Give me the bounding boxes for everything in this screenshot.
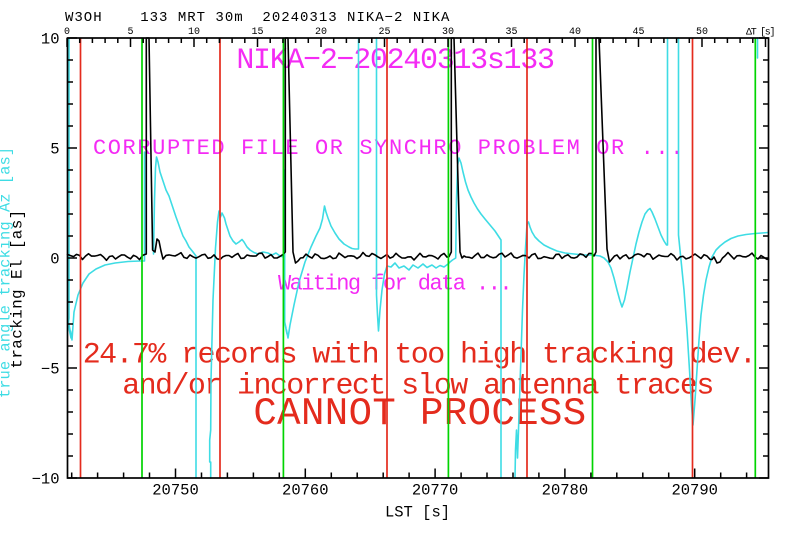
svg-text:20760: 20760 bbox=[282, 482, 329, 500]
svg-text:CORRUPTED FILE OR SYNCHRO PROB: CORRUPTED FILE OR SYNCHRO PROBLEM OR ... bbox=[93, 136, 685, 161]
svg-text:ΔT [s]: ΔT [s] bbox=[746, 27, 774, 39]
svg-text:20750: 20750 bbox=[152, 482, 199, 500]
svg-text:30: 30 bbox=[442, 27, 454, 38]
svg-text:0: 0 bbox=[50, 251, 59, 269]
svg-text:−5: −5 bbox=[41, 361, 60, 379]
svg-text:CANNOT PROCESS: CANNOT PROCESS bbox=[253, 392, 586, 436]
svg-text:20780: 20780 bbox=[542, 482, 589, 500]
svg-text:0: 0 bbox=[64, 27, 70, 38]
svg-text:5: 5 bbox=[50, 141, 59, 159]
svg-text:−10: −10 bbox=[32, 471, 60, 489]
svg-text:true angle tracking Az [as]: true angle tracking Az [as] bbox=[0, 147, 15, 398]
svg-text:10: 10 bbox=[188, 27, 200, 38]
svg-text:20790: 20790 bbox=[671, 482, 718, 500]
svg-text:15: 15 bbox=[251, 27, 263, 38]
svg-text:5: 5 bbox=[127, 27, 133, 38]
svg-text:tracking El [as]: tracking El [as] bbox=[9, 209, 27, 368]
svg-text:20: 20 bbox=[315, 27, 327, 38]
svg-text:and/or incorrect slow antenna: and/or incorrect slow antenna traces bbox=[122, 370, 713, 404]
svg-text:Waiting for data ...: Waiting for data ... bbox=[278, 272, 511, 297]
svg-text:W3OH 133 MRT 30m 20240313: W3OH 133 MRT 30m 20240313 NIKA−2 NIKA bbox=[65, 10, 450, 26]
svg-text:25: 25 bbox=[378, 27, 390, 38]
svg-text:40: 40 bbox=[569, 27, 581, 38]
svg-text:24.7% records with too high tr: 24.7% records with too high tracking dev… bbox=[83, 339, 756, 373]
svg-text:10: 10 bbox=[41, 31, 60, 49]
svg-text:20770: 20770 bbox=[412, 482, 459, 500]
svg-text:LST [s]: LST [s] bbox=[385, 504, 450, 522]
svg-text:45: 45 bbox=[632, 27, 644, 38]
svg-text:50: 50 bbox=[696, 27, 708, 38]
svg-text:35: 35 bbox=[505, 27, 517, 38]
